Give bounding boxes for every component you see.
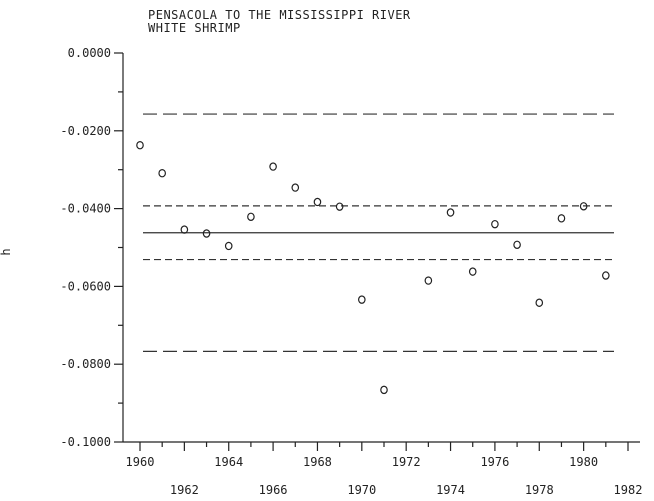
x-tick-label: 1964 bbox=[214, 455, 243, 469]
y-tick-labels: 0.0000 -0.0200 -0.0400 -0.0600 -0.0800 -0.100… bbox=[60, 46, 111, 449]
x-tick-label: 1970 bbox=[347, 483, 376, 497]
y-axis-label: h bbox=[0, 248, 13, 255]
data-point bbox=[513, 240, 521, 249]
data-point bbox=[602, 271, 610, 280]
x-tick-labels: 1960 1964 1968 1972 1976 1980 1962 1966 1970 1974… bbox=[126, 455, 643, 497]
y-tick-label: -0.0200 bbox=[60, 124, 111, 138]
data-points bbox=[136, 140, 610, 395]
x-tick-label: 1976 bbox=[480, 455, 509, 469]
data-point bbox=[557, 214, 566, 223]
data-point bbox=[424, 276, 433, 285]
data-point bbox=[358, 295, 366, 304]
axes bbox=[114, 52, 640, 451]
data-point bbox=[180, 225, 189, 234]
data-point bbox=[535, 298, 544, 307]
y-tick-label: -0.1000 bbox=[60, 435, 111, 449]
x-tick-label: 1962 bbox=[170, 483, 199, 497]
x-tick-label: 1980 bbox=[569, 455, 598, 469]
y-tick-label: 0.0000 bbox=[68, 46, 111, 60]
data-point bbox=[224, 241, 233, 251]
x-tick-label: 1966 bbox=[259, 483, 288, 497]
data-point bbox=[247, 212, 255, 221]
chart-subtitle: WHITE SHRIMP bbox=[148, 21, 241, 35]
y-tick-label: -0.0600 bbox=[60, 279, 111, 293]
data-point bbox=[446, 208, 455, 217]
y-tick-label: -0.0400 bbox=[60, 202, 111, 216]
data-point bbox=[491, 219, 499, 229]
data-point bbox=[380, 385, 388, 395]
x-tick-label: 1968 bbox=[303, 455, 332, 469]
chart-title: PENSACOLA TO THE MISSISSIPPI RIVER bbox=[148, 8, 411, 22]
y-tick-label: -0.0800 bbox=[60, 357, 111, 371]
data-point bbox=[291, 183, 300, 192]
data-point bbox=[579, 202, 588, 211]
data-point bbox=[202, 229, 211, 238]
data-point bbox=[313, 197, 322, 207]
x-tick-label: 1978 bbox=[525, 483, 554, 497]
reference-lines bbox=[143, 113, 614, 352]
data-point bbox=[335, 202, 344, 211]
data-point bbox=[158, 169, 166, 178]
x-tick-label: 1982 bbox=[614, 483, 643, 497]
x-tick-label: 1960 bbox=[126, 455, 155, 469]
data-point bbox=[468, 267, 477, 276]
data-point bbox=[136, 140, 144, 150]
x-tick-label: 1972 bbox=[392, 455, 421, 469]
x-tick-label: 1974 bbox=[436, 483, 465, 497]
data-point bbox=[269, 162, 277, 171]
